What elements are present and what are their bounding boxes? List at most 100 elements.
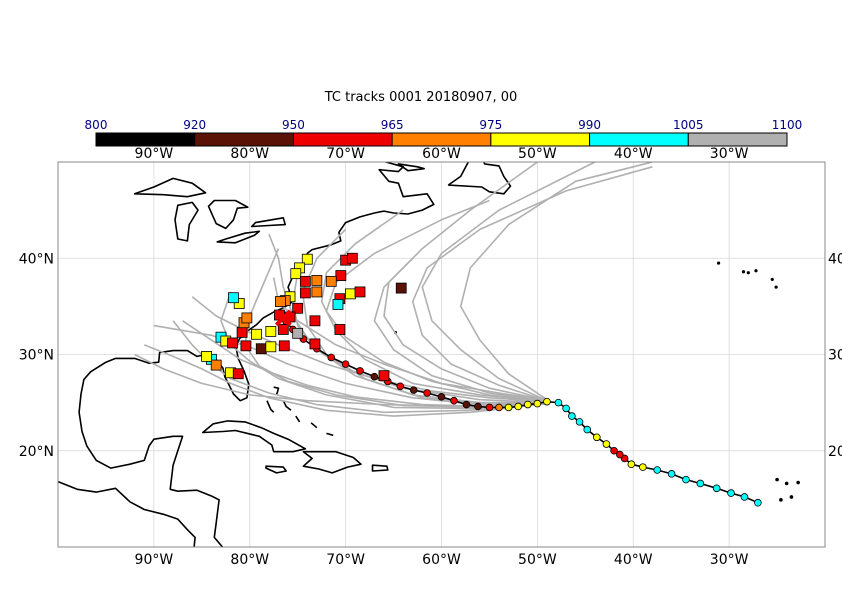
ensemble-track	[134, 353, 548, 408]
track-point	[653, 466, 662, 474]
landfall-marker	[277, 324, 289, 335]
longitude-label-top: 80°W	[230, 146, 269, 162]
ensemble-track	[220, 291, 548, 410]
latitude-label-left: 30°N	[19, 348, 54, 364]
island-newfoundland	[447, 162, 512, 195]
track-point	[562, 404, 570, 413]
track-point	[568, 412, 576, 420]
island-azores	[716, 261, 721, 265]
colorbar-tick-label: 975	[479, 118, 502, 132]
island-bahamas	[310, 422, 318, 429]
landfall-marker	[335, 270, 347, 281]
lake-erie	[216, 230, 261, 244]
track-point	[409, 386, 418, 394]
island-bahamas	[295, 415, 301, 423]
landfall-marker	[255, 343, 267, 355]
island-anticosti	[397, 163, 425, 172]
longitude-label-bottom: 80°W	[230, 552, 269, 568]
latitude-label-right: 30°N	[828, 348, 842, 364]
track-point	[450, 396, 458, 405]
island-cape-verde	[789, 495, 794, 499]
colorbar-segment	[194, 132, 294, 147]
ensemble-track	[191, 296, 548, 403]
landfall-marker	[332, 299, 344, 310]
track-point	[370, 372, 379, 381]
landfall-marker	[201, 351, 213, 362]
ensemble-track	[172, 320, 548, 414]
track-point	[610, 446, 618, 455]
track-point	[543, 397, 551, 406]
landfall-marker	[233, 298, 245, 309]
track-point	[639, 463, 647, 471]
longitude-label-bottom: 40°W	[614, 552, 653, 568]
landfall-marker	[241, 312, 253, 324]
landfall-marker	[290, 268, 302, 280]
colorbar-tick-label: 950	[282, 118, 305, 132]
ensemble-track	[373, 257, 548, 403]
island-azores	[746, 271, 750, 275]
latitude-label-right: 40°N	[828, 251, 842, 267]
island-cuba	[202, 420, 307, 453]
island-puerto-rico	[371, 464, 389, 472]
lake-superior	[133, 177, 207, 198]
longitude-label-top: 60°W	[422, 146, 461, 162]
landfall-marker	[292, 302, 304, 314]
landfall-marker	[325, 275, 337, 287]
ensemble-track	[459, 162, 653, 401]
landfall-marker	[354, 286, 366, 298]
landfall-marker	[346, 252, 358, 264]
longitude-label-top: 70°W	[326, 146, 365, 162]
track-point	[341, 360, 350, 368]
track-point	[727, 489, 735, 497]
track-point	[327, 353, 336, 362]
track-point	[575, 418, 584, 426]
island-bahamas	[266, 400, 275, 413]
coastline-maritimes	[374, 162, 435, 215]
latitude-label-left: 20°N	[19, 444, 54, 460]
landfall-marker	[240, 340, 252, 352]
colorbar-segment	[391, 132, 492, 147]
island-azores	[741, 270, 746, 274]
island-bahamas	[282, 400, 292, 411]
longitude-label-top: 30°W	[710, 146, 749, 162]
landfall-marker	[311, 274, 323, 286]
island-bahamas	[326, 432, 334, 437]
landfall-marker	[299, 275, 311, 287]
track-point	[437, 393, 446, 401]
island-azores	[770, 277, 774, 282]
colorbar-tick-label: 1005	[673, 118, 704, 132]
track-point	[616, 450, 624, 459]
colorbar-segment	[490, 132, 591, 147]
landfall-marker	[265, 341, 277, 353]
landfall-marker	[345, 288, 356, 300]
island-hispaniola	[302, 450, 362, 474]
island-cape-verde	[775, 477, 779, 482]
track-point	[495, 403, 503, 412]
track-point	[627, 460, 636, 469]
longitude-label-top: 40°W	[614, 146, 653, 162]
longitude-label-bottom: 70°W	[326, 552, 365, 568]
colorbar-segment	[292, 132, 393, 147]
landfall-marker	[275, 296, 286, 307]
track-point	[754, 498, 762, 507]
track-point	[602, 440, 611, 448]
track-point	[504, 403, 513, 412]
landfall-marker	[334, 324, 346, 335]
landfall-marker	[232, 368, 244, 380]
track-point	[396, 382, 405, 391]
landfall-marker	[278, 340, 290, 352]
colorbar-tick-label: 1100	[772, 118, 803, 132]
track-end-marker	[274, 309, 292, 327]
landfall-marker	[251, 328, 262, 340]
map-layer	[58, 162, 825, 547]
colorbar-tick-label: 965	[381, 118, 404, 132]
landfall-marker	[265, 325, 277, 337]
landfall-marker	[236, 326, 248, 338]
track-point	[554, 398, 563, 407]
map-frame	[57, 161, 826, 548]
latitude-label-right: 20°N	[828, 444, 842, 460]
track-point	[533, 399, 542, 408]
lake-ontario	[250, 217, 286, 228]
track-point	[474, 402, 482, 411]
